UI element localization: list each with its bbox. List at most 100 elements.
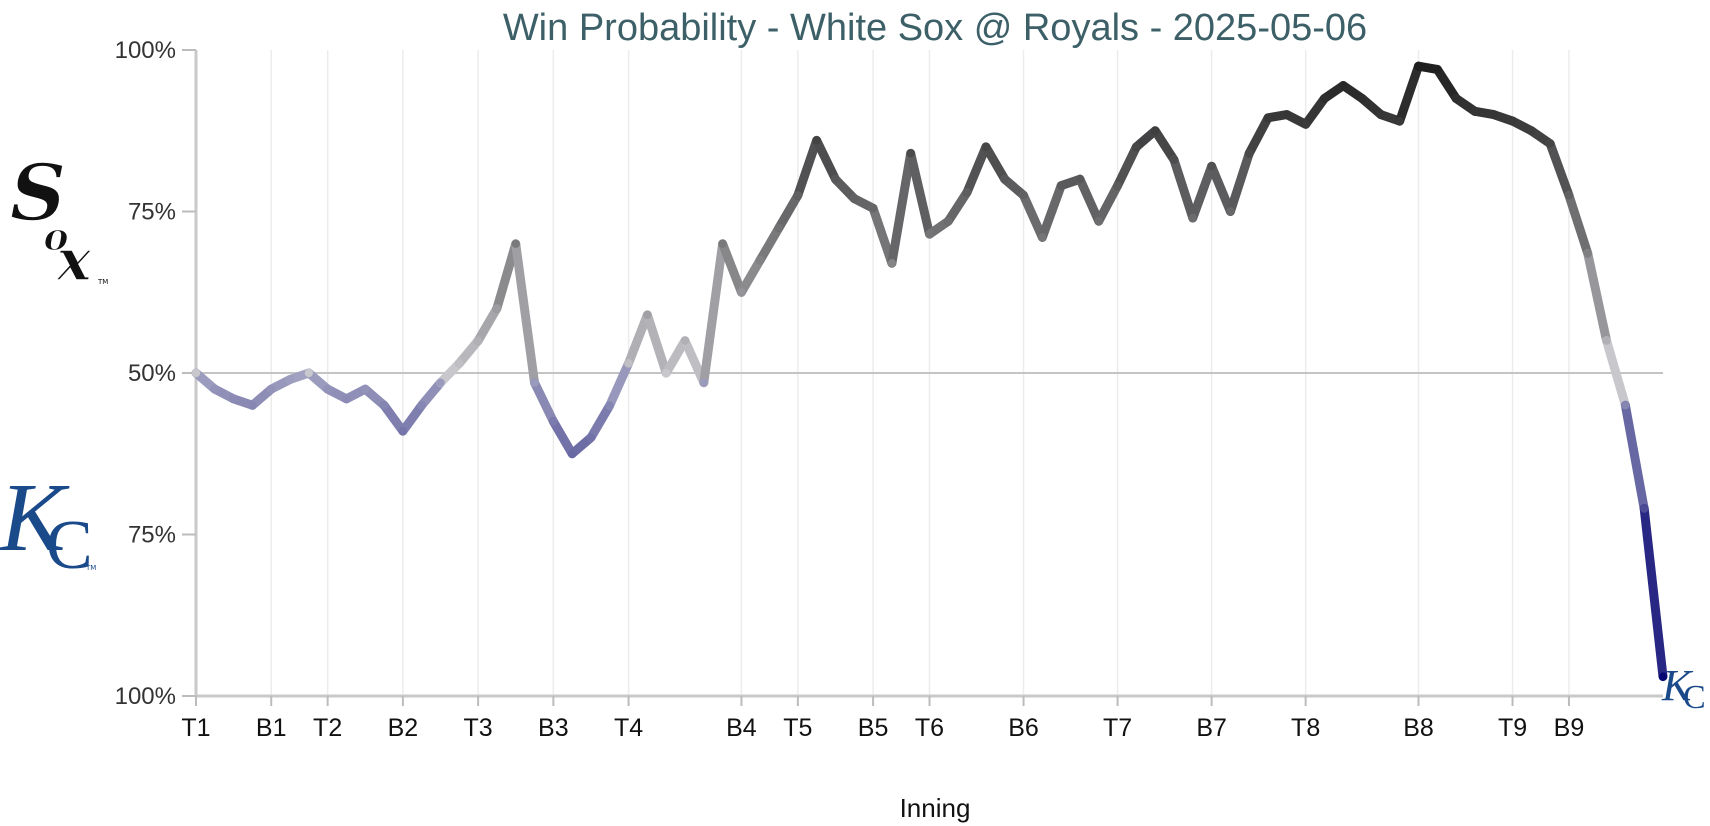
line-segment [642,310,671,378]
data-point [756,255,765,265]
data-point [473,336,483,345]
line-segment [530,378,558,426]
data-point [191,368,201,378]
data-point [1282,110,1292,119]
x-tick-label: T1 [181,714,210,742]
data-point [342,394,351,404]
line-segment [1037,181,1066,242]
gridlines [195,50,1663,696]
data-point [1320,94,1329,103]
line-segment [1301,93,1329,129]
x-tick-label: T3 [464,714,493,742]
line-segment [830,174,859,204]
data-point [248,401,257,410]
x-tick-label: B5 [858,714,889,742]
line-segment [1564,190,1593,258]
svg-text:K: K [0,464,70,572]
data-point [1188,213,1198,223]
data-point [1564,191,1574,200]
data-point [1245,149,1254,158]
data-point [1414,61,1423,71]
x-tick-label: B1 [256,714,287,742]
data-point [1489,110,1498,119]
line-segment [1639,504,1668,682]
data-point [229,394,238,404]
data-point [1583,249,1592,258]
data-point [1639,504,1649,513]
data-point [1339,81,1348,90]
data-point [1132,142,1141,152]
line-segment [718,239,746,297]
y-tick-label: 100% [115,37,176,64]
x-tick-label: T9 [1498,714,1527,742]
svg-text:C: C [1683,679,1706,716]
royals-end-logo: K C [1661,661,1706,716]
data-point [285,375,295,384]
x-axis-label: Inning [900,793,971,823]
line-segment [1432,64,1461,103]
data-point [210,384,220,394]
data-point [981,142,991,152]
data-point [1433,65,1442,74]
data-point [267,384,276,394]
line-segment [1225,148,1254,216]
y-tick-label: 75% [128,199,176,226]
line-segment [624,310,652,368]
line-segment [417,378,445,410]
data-point [1263,113,1273,123]
data-point [1113,181,1122,190]
line-segment [1094,181,1123,226]
data-point [436,378,445,387]
line-segment [605,358,634,410]
data-point [925,229,934,239]
line-segment [398,400,427,436]
data-point [492,304,502,313]
data-point [661,368,671,378]
data-point [906,149,915,158]
line-segment [1207,161,1235,216]
data-point [1075,175,1085,184]
x-tick-label: B2 [388,714,419,742]
data-point [1207,162,1216,171]
data-point [643,310,652,320]
line-segment [812,135,840,184]
line-segment [793,135,822,200]
y-tick-labels: 100% 75% 50% 75% 100% [115,37,196,710]
line-segment [1169,155,1198,223]
x-tick-label: B4 [726,714,757,742]
line-segment [1620,400,1649,514]
line-segment [906,148,934,239]
data-point [868,204,878,213]
line-segment [1113,142,1141,191]
data-point [398,426,408,436]
data-point [1056,181,1066,190]
line-segment [586,400,615,443]
data-point [737,288,746,297]
x-tick-label: T4 [614,714,643,742]
x-tick-label: T6 [915,714,944,742]
white-sox-logo: S o x TM [9,147,108,295]
svg-text:S: S [10,148,66,239]
line-segment [887,148,916,268]
data-point [549,417,558,426]
data-point [774,223,784,232]
data-point [1038,233,1047,242]
data-point [586,433,596,442]
chart-title: Win Probability - White Sox @ Royals - 2… [503,7,1367,49]
data-point [831,175,840,184]
line-segment [511,239,540,388]
line-segment [454,336,483,368]
data-point [962,187,972,197]
data-point [1301,120,1310,129]
data-point [1658,672,1668,681]
data-point [944,216,953,226]
svg-text:K: K [1661,661,1694,710]
data-point [1019,191,1028,200]
line-segment [1602,336,1630,410]
data-point [1527,126,1536,135]
line-segment [379,400,408,436]
data-point [567,449,577,458]
data-point [1602,336,1611,345]
data-point [605,401,614,410]
